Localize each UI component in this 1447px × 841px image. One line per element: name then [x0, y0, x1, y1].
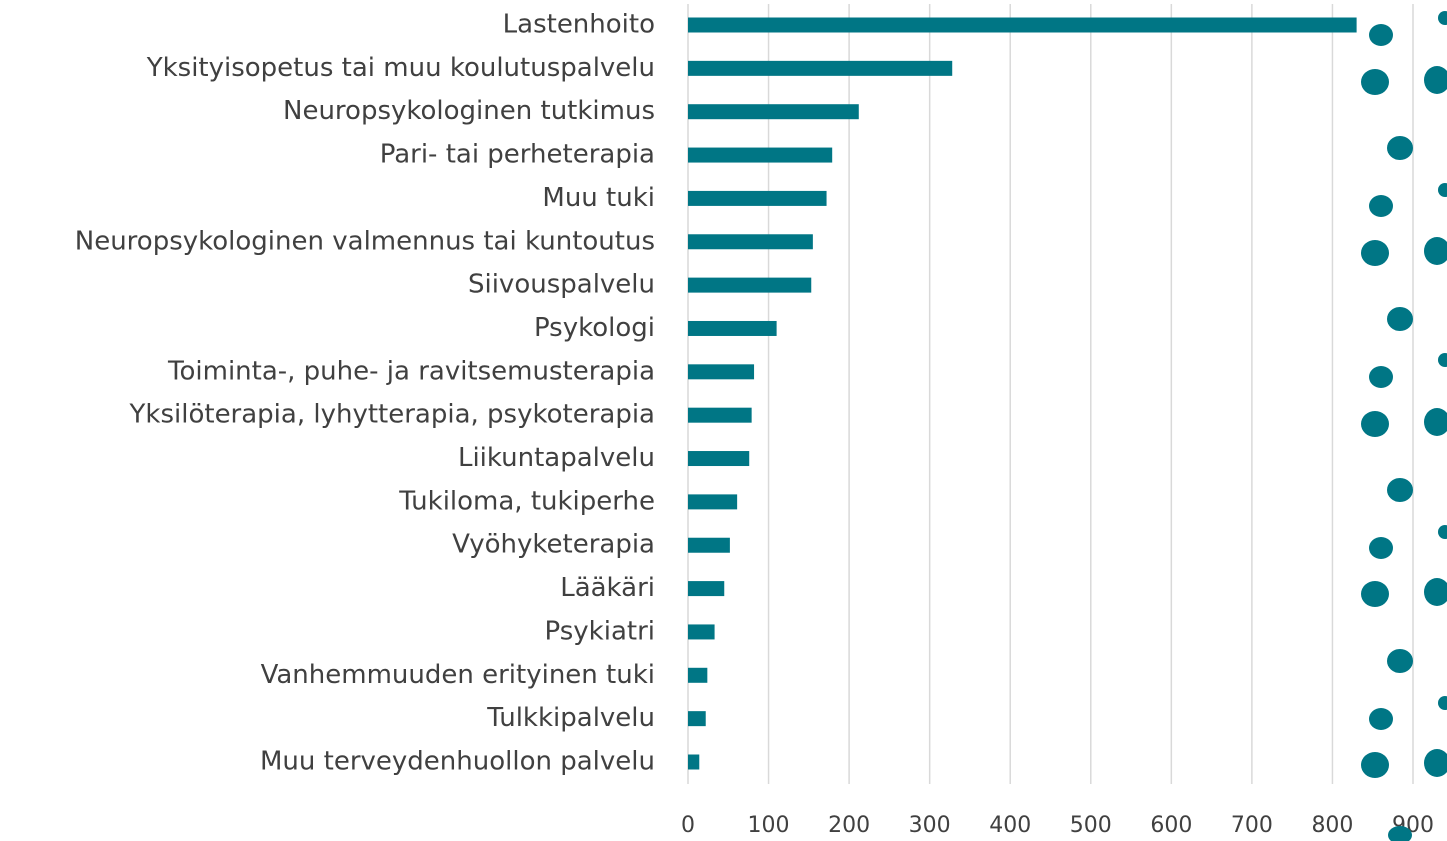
- x-tick-label: 100: [748, 813, 790, 838]
- bar: [688, 538, 730, 553]
- bar: [688, 148, 832, 163]
- x-tick-label: 700: [1231, 813, 1273, 838]
- y-tick-label: Siivouspalvelu: [468, 270, 655, 300]
- bar: [688, 234, 813, 249]
- x-tick-label: 400: [989, 813, 1031, 838]
- bar: [688, 18, 1357, 33]
- page: 0100200300400500600700800900LastenhoitoY…: [0, 0, 1447, 841]
- y-tick-label: Muu tuki: [542, 183, 655, 213]
- bar: [688, 711, 706, 726]
- y-tick-label: Liikuntapalvelu: [458, 443, 655, 473]
- chart: 0100200300400500600700800900LastenhoitoY…: [0, 0, 1447, 841]
- decoration: [1361, 11, 1447, 841]
- y-tick-label: Neuropsykologinen valmennus tai kuntoutu…: [75, 226, 655, 256]
- y-tick-label: Muu terveydenhuollon palvelu: [260, 747, 655, 777]
- x-tick-label: 500: [1070, 813, 1112, 838]
- bar: [688, 755, 699, 770]
- x-tick-label: 800: [1311, 813, 1353, 838]
- bar: [688, 581, 724, 596]
- bar: [688, 278, 811, 293]
- bar: [688, 191, 827, 206]
- bar: [688, 321, 777, 336]
- x-tick-label: 200: [828, 813, 870, 838]
- y-tick-label: Yksilöterapia, lyhytterapia, psykoterapi…: [129, 400, 655, 430]
- y-tick-label: Lääkäri: [560, 573, 655, 603]
- y-tick-label: Tulkkipalvelu: [486, 703, 655, 733]
- bar: [688, 451, 749, 466]
- y-tick-label: Psykologi: [534, 313, 655, 343]
- y-tick-label: Lastenhoito: [503, 10, 655, 40]
- bar: [688, 61, 952, 76]
- bar: [688, 668, 707, 683]
- bar: [688, 104, 859, 119]
- bar: [688, 364, 754, 379]
- x-tick-label: 300: [909, 813, 951, 838]
- x-tick-label: 600: [1150, 813, 1192, 838]
- y-tick-label: Toiminta-, puhe- ja ravitsemusterapia: [167, 356, 655, 386]
- y-tick-label: Psykiatri: [545, 616, 655, 646]
- bar: [688, 624, 715, 639]
- y-tick-label: Vanhemmuuden erityinen tuki: [261, 660, 655, 690]
- bar: [688, 494, 737, 509]
- y-tick-label: Yksityisopetus tai muu koulutuspalvelu: [146, 53, 655, 83]
- y-tick-label: Pari- tai perheterapia: [380, 140, 655, 170]
- y-tick-label: Tukiloma, tukiperhe: [398, 486, 655, 516]
- bar: [688, 408, 752, 423]
- y-tick-label: Vyöhyketerapia: [452, 530, 655, 560]
- x-tick-label: 0: [681, 813, 695, 838]
- y-tick-label: Neuropsykologinen tutkimus: [283, 96, 655, 126]
